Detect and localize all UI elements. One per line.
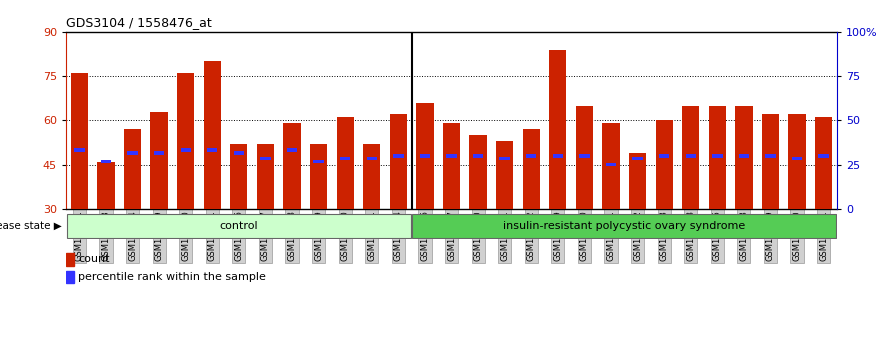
- Bar: [788, 114, 806, 209]
- Bar: [633, 157, 643, 160]
- Bar: [496, 141, 514, 209]
- Bar: [389, 114, 407, 209]
- Bar: [256, 144, 274, 209]
- Bar: [74, 148, 85, 152]
- Bar: [576, 105, 593, 209]
- Bar: [284, 123, 300, 209]
- Bar: [70, 73, 88, 209]
- Bar: [97, 162, 115, 209]
- Bar: [579, 154, 589, 158]
- Bar: [230, 144, 248, 209]
- Bar: [177, 73, 195, 209]
- Bar: [393, 154, 403, 158]
- Bar: [419, 154, 430, 158]
- Bar: [100, 160, 111, 164]
- Bar: [766, 154, 775, 158]
- Text: percentile rank within the sample: percentile rank within the sample: [78, 272, 266, 282]
- Bar: [739, 154, 749, 158]
- Bar: [685, 154, 696, 158]
- Bar: [128, 151, 137, 155]
- Bar: [181, 148, 191, 152]
- Bar: [629, 153, 647, 209]
- Bar: [363, 144, 381, 209]
- Bar: [151, 112, 167, 209]
- Bar: [708, 105, 726, 209]
- Bar: [655, 120, 673, 209]
- Bar: [340, 157, 351, 160]
- Bar: [682, 105, 700, 209]
- Bar: [712, 154, 722, 158]
- Bar: [447, 154, 456, 158]
- Bar: [287, 148, 297, 152]
- Bar: [366, 157, 377, 160]
- Bar: [526, 154, 537, 158]
- FancyBboxPatch shape: [67, 214, 411, 238]
- Text: disease state ▶: disease state ▶: [0, 221, 62, 231]
- Bar: [815, 118, 833, 209]
- Bar: [606, 163, 616, 166]
- Bar: [473, 154, 484, 158]
- Bar: [659, 154, 670, 158]
- Bar: [124, 129, 141, 209]
- Bar: [233, 151, 244, 155]
- Text: control: control: [219, 221, 258, 231]
- Bar: [314, 160, 324, 164]
- Bar: [549, 50, 566, 209]
- Bar: [818, 154, 829, 158]
- Bar: [470, 135, 486, 209]
- Bar: [792, 157, 803, 160]
- Text: count: count: [78, 255, 110, 264]
- Bar: [552, 154, 563, 158]
- Bar: [260, 157, 270, 160]
- Bar: [500, 157, 510, 160]
- Text: GDS3104 / 1558476_at: GDS3104 / 1558476_at: [66, 16, 211, 29]
- Bar: [66, 271, 74, 283]
- Text: insulin-resistant polycystic ovary syndrome: insulin-resistant polycystic ovary syndr…: [503, 221, 745, 231]
- Bar: [443, 123, 460, 209]
- Bar: [522, 129, 540, 209]
- Bar: [603, 123, 619, 209]
- Bar: [66, 253, 74, 266]
- FancyBboxPatch shape: [412, 214, 836, 238]
- Bar: [736, 105, 752, 209]
- Bar: [207, 148, 218, 152]
- Bar: [310, 144, 327, 209]
- Bar: [204, 61, 221, 209]
- Bar: [154, 151, 164, 155]
- Bar: [417, 103, 433, 209]
- Bar: [337, 118, 354, 209]
- Bar: [762, 114, 779, 209]
